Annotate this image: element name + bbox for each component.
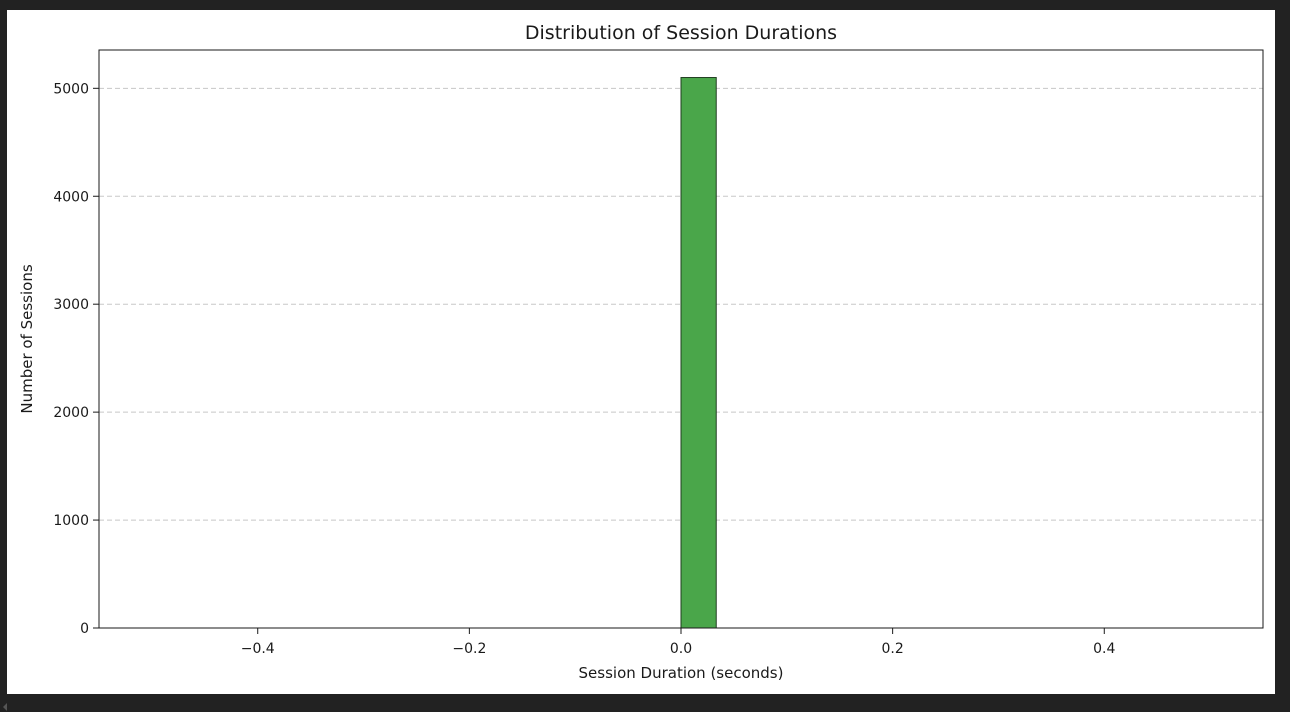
y-tick-label: 2000 [53, 405, 89, 421]
x-tick-label: −0.2 [452, 641, 486, 657]
x-tick-label: −0.4 [241, 641, 275, 657]
y-tick-label: 1000 [53, 513, 89, 529]
x-tick-label: 0.4 [1093, 641, 1115, 657]
y-axis-ticks: 0 1000 2000 3000 4000 5000 [53, 81, 99, 637]
gridlines [99, 87, 1263, 521]
scroll-left-icon[interactable] [3, 703, 7, 711]
x-axis-ticks: −0.4 −0.2 0.0 0.2 0.4 [241, 628, 1115, 657]
x-tick-label: 0.2 [882, 641, 904, 657]
x-tick-label: 0.0 [670, 641, 692, 657]
histogram-chart: Distribution of Session Durations −0.4 −0… [18, 22, 1264, 682]
y-tick-label: 0 [80, 621, 89, 637]
y-tick-label: 4000 [53, 189, 89, 205]
histogram-bar [680, 77, 717, 629]
y-axis-label: Number of Sessions [18, 264, 36, 413]
histogram-bars [680, 77, 717, 629]
y-tick-label: 3000 [53, 297, 89, 313]
chart-output-cell: Distribution of Session Durations −0.4 −0… [7, 10, 1275, 694]
x-axis-label: Session Duration (seconds) [579, 664, 784, 682]
chart-title: Distribution of Session Durations [525, 22, 837, 44]
y-tick-label: 5000 [53, 81, 89, 97]
